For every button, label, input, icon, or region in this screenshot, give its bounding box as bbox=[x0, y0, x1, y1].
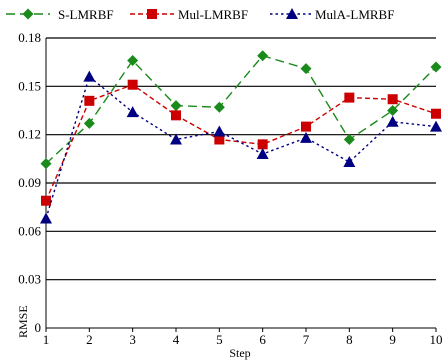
y-tick-label: 0.15 bbox=[18, 78, 41, 93]
data-point bbox=[83, 70, 96, 82]
x-tick-label: 1 bbox=[43, 332, 50, 347]
data-point bbox=[300, 131, 312, 143]
axes bbox=[45, 38, 437, 332]
data-point bbox=[343, 134, 355, 145]
data-point bbox=[257, 50, 269, 62]
data-point bbox=[83, 117, 95, 129]
data-point bbox=[40, 212, 52, 224]
x-tick-label: 4 bbox=[173, 332, 180, 347]
x-tick-label: 7 bbox=[303, 332, 310, 347]
legend-marker bbox=[286, 8, 298, 19]
data-point bbox=[170, 133, 182, 145]
data-point bbox=[257, 139, 268, 150]
data-point bbox=[431, 108, 441, 119]
legend-marker bbox=[22, 8, 34, 20]
data-point bbox=[213, 125, 226, 137]
series-line bbox=[45, 54, 437, 165]
data-point bbox=[41, 195, 51, 206]
y-tick-labels: 0 0.03 0.06 0.09 0.12 0.15 0.18 bbox=[18, 30, 41, 335]
grid-lines bbox=[46, 37, 436, 281]
data-point bbox=[387, 94, 398, 105]
y-tick-label: 0.06 bbox=[18, 223, 41, 238]
data-point bbox=[127, 55, 139, 67]
y-tick-label: 0.12 bbox=[18, 127, 41, 142]
data-point bbox=[387, 105, 399, 116]
x-tick-label: 8 bbox=[346, 332, 353, 347]
data-point bbox=[256, 148, 269, 159]
y-tick-label: 0.18 bbox=[18, 30, 41, 45]
data-point bbox=[386, 115, 399, 127]
x-tick-label: 5 bbox=[216, 332, 223, 347]
series-line bbox=[45, 83, 437, 202]
legend-label: S-LMRBF bbox=[58, 7, 114, 22]
series-line bbox=[45, 75, 437, 219]
series-mul-lmrbf bbox=[41, 79, 441, 206]
series-group bbox=[40, 50, 442, 224]
data-point bbox=[213, 101, 225, 113]
data-point bbox=[170, 100, 182, 112]
x-tick-label: 10 bbox=[430, 332, 443, 347]
x-tick-labels: 1 2 3 4 5 6 7 8 9 10 bbox=[43, 332, 443, 347]
series-s-lmrbf bbox=[40, 50, 442, 170]
data-point bbox=[127, 79, 138, 90]
y-tick-label: 0.03 bbox=[18, 272, 41, 287]
data-point bbox=[84, 95, 95, 106]
x-tick-label: 2 bbox=[86, 332, 93, 347]
legend-label: MulA-LMRBF bbox=[315, 7, 394, 22]
y-axis-title: RMSE bbox=[16, 305, 30, 338]
x-axis-title: Step bbox=[229, 346, 250, 360]
data-point bbox=[301, 121, 311, 132]
data-point bbox=[344, 92, 355, 103]
data-point bbox=[126, 106, 139, 118]
data-point bbox=[430, 61, 442, 73]
x-tick-label: 9 bbox=[389, 332, 396, 347]
legend-label: Mul-LMRBF bbox=[178, 7, 248, 22]
legend-item: Mul-LMRBF bbox=[130, 7, 248, 22]
data-point bbox=[40, 158, 52, 170]
y-tick-label: 0 bbox=[35, 320, 42, 335]
x-tick-label: 3 bbox=[129, 332, 136, 347]
series-mula-lmrbf bbox=[40, 70, 442, 224]
data-point bbox=[430, 120, 442, 132]
legend-item: S-LMRBF bbox=[6, 7, 114, 22]
data-point bbox=[214, 134, 225, 145]
data-point bbox=[171, 110, 181, 121]
y-tick-label: 0.09 bbox=[18, 175, 41, 190]
legend-item: MulA-LMRBF bbox=[270, 7, 394, 22]
x-tick-label: 6 bbox=[259, 332, 266, 347]
legend: S-LMRBF Mul-LMRBF MulA-LMRBF bbox=[6, 7, 394, 22]
data-point bbox=[300, 63, 312, 75]
legend-marker bbox=[147, 9, 157, 19]
data-point bbox=[343, 156, 356, 168]
